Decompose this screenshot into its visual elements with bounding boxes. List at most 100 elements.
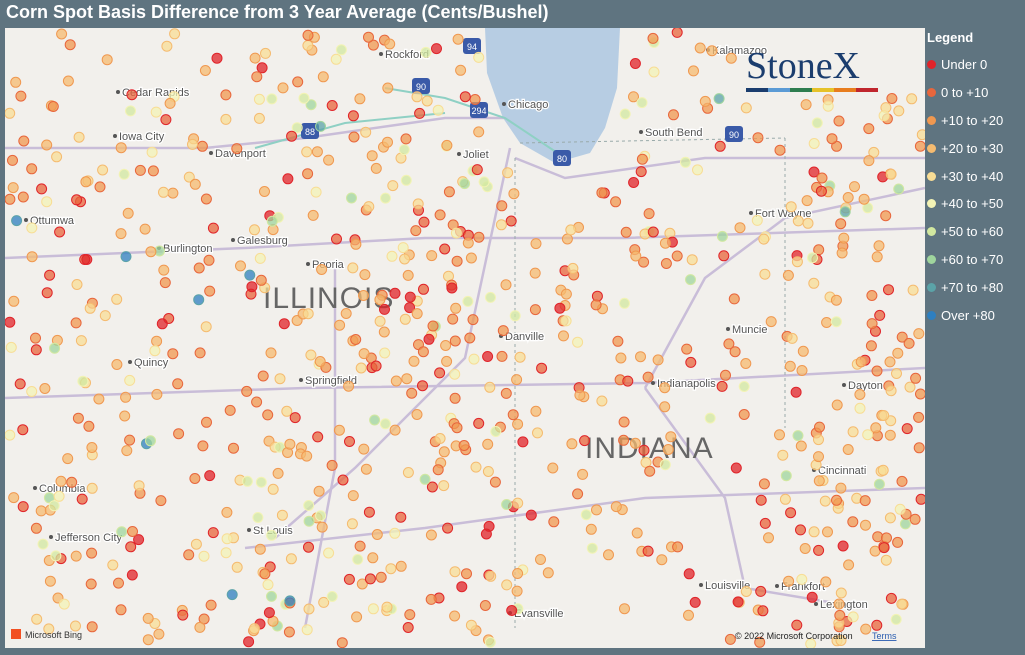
site-dot [871,619,883,631]
site-dot [896,475,908,487]
legend-swatch [927,171,936,181]
site-dot [779,493,791,505]
site-dot [124,374,136,386]
site-dot [469,94,481,105]
terms-link[interactable]: Terms [872,631,897,641]
site-dot [30,522,42,534]
site-dot [382,136,393,148]
city-marker [842,383,846,387]
site-dot [344,436,355,447]
site-dot [404,609,416,621]
site-dot [647,32,659,44]
site-dot [586,542,598,554]
site-dot [146,146,158,158]
site-dot [511,585,523,597]
site-dot [177,609,189,621]
site-dot [303,515,315,527]
site-dot [718,250,730,262]
site-dot [350,334,362,345]
site-dot [113,577,124,589]
site-dot [62,453,74,465]
site-dot [204,285,216,297]
legend-label: +20 to +30 [941,140,1004,156]
site-dot [508,188,520,200]
site-dot [169,28,181,40]
site-dot [884,356,896,368]
site-dot [380,192,391,204]
site-dot [473,51,485,63]
legend-item: +60 to +70 [927,246,1003,274]
logo: StoneX [746,45,860,87]
city-label: Davenport [215,148,266,160]
site-dot [330,53,342,65]
site-dot [193,262,205,274]
site-dot [440,340,452,351]
city-marker [49,535,53,539]
site-dot [8,295,20,307]
city-marker [699,583,703,587]
site-dot [272,467,284,479]
site-dot [561,233,573,245]
highway-shield [553,150,571,166]
site-dot [226,589,238,601]
site-dot [346,518,358,530]
city-label: Evansville [514,608,564,620]
site-dot [145,435,156,447]
site-dot [450,302,462,314]
site-dot [352,553,364,565]
site-dot [468,353,480,365]
site-dot [459,91,471,103]
site-dot [585,523,597,535]
site-dot [64,39,76,51]
site-dot [755,585,767,597]
site-dot [893,183,905,195]
site-dot [467,314,479,326]
site-dot [317,71,329,83]
site-dot [566,438,578,450]
city-marker [306,262,310,266]
site-dot [795,440,807,452]
site-dot [241,475,253,487]
site-dot [835,482,847,494]
site-dot [285,553,297,565]
site-dot [834,609,846,621]
site-dot [386,250,398,262]
highway-shield [725,126,743,142]
site-dot [346,192,357,204]
site-dot [610,501,622,513]
site-dot [331,233,342,245]
site-dot [66,476,78,488]
site-dot [246,281,258,293]
site-dot [370,162,382,174]
site-dot [683,609,694,621]
site-dot [659,237,671,249]
site-dot [355,362,367,374]
site-dot [774,429,785,441]
site-dot [366,150,378,162]
city-label: Kalamazoo [712,45,767,57]
site-dot [286,130,298,142]
site-dot [411,308,423,320]
site-dot [399,313,411,325]
site-dot [301,450,313,462]
site-dot [808,277,820,289]
site-dot [860,623,872,635]
site-dot [262,409,274,421]
site-dot [759,517,771,529]
site-dot [277,82,289,94]
site-dot [7,182,19,194]
site-dot [17,501,29,513]
site-dot [802,217,814,229]
legend-label: +70 to +80 [941,279,1004,295]
site-dot [58,598,70,610]
site-dot [363,506,375,518]
site-dot [836,247,848,259]
site-dot [878,110,890,122]
site-dot [642,371,654,383]
site-dot [870,422,882,434]
site-dot [39,383,51,394]
site-dot [906,93,918,105]
site-dot [70,317,82,329]
site-dot [629,437,641,449]
site-dot [172,378,184,390]
